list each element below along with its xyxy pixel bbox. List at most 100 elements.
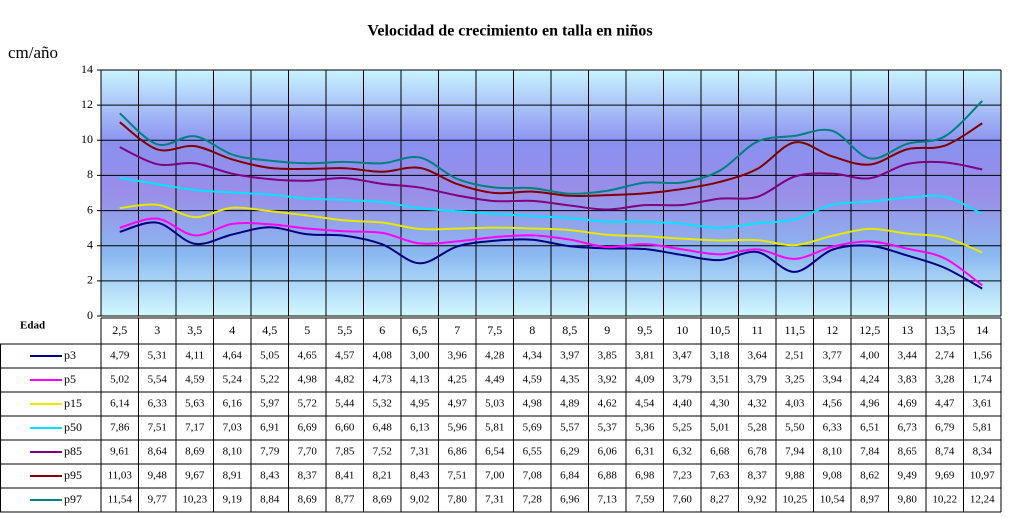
x-tick-label: 12 <box>826 323 838 337</box>
data-label: 4,57 <box>335 350 355 362</box>
data-label: 8,62 <box>860 470 879 482</box>
data-label: 1,56 <box>973 350 993 362</box>
data-label: 6,78 <box>748 446 768 458</box>
data-label: 5,31 <box>148 350 167 362</box>
data-label: 7,84 <box>860 446 880 458</box>
data-label: 3,00 <box>410 350 430 362</box>
data-label: 10,22 <box>932 494 957 506</box>
data-label: 4,79 <box>110 350 130 362</box>
data-label: 8,10 <box>823 446 843 458</box>
data-label: 9,02 <box>410 494 429 506</box>
data-label: 6,55 <box>523 446 543 458</box>
series-line <box>119 221 983 290</box>
data-label: 7,63 <box>710 470 730 482</box>
series-line <box>119 121 983 198</box>
data-label: 8,37 <box>748 470 768 482</box>
data-label: 10,25 <box>782 494 807 506</box>
data-label: 6,69 <box>298 422 318 434</box>
data-label: 9,92 <box>748 494 767 506</box>
chart-title: Velocidad de crecimiento en talla en niñ… <box>367 23 652 40</box>
legend-label: p15 <box>64 396 82 410</box>
data-label: 7,28 <box>523 494 543 506</box>
data-label: 8,91 <box>223 470 242 482</box>
data-label: 4,95 <box>410 398 430 410</box>
data-label: 5,32 <box>373 398 392 410</box>
data-label: 7,59 <box>635 494 655 506</box>
x-tick-label: 3 <box>154 323 160 337</box>
y-tick-label: 12 <box>81 97 93 111</box>
data-label: 4,25 <box>448 374 468 386</box>
data-label: 3,83 <box>898 374 918 386</box>
data-label: 6,60 <box>335 422 355 434</box>
data-label: 7,52 <box>373 446 392 458</box>
data-label: 4,03 <box>785 398 805 410</box>
data-label: 6,96 <box>560 494 580 506</box>
data-label: 6,29 <box>560 446 580 458</box>
y-tick-label: 14 <box>81 62 93 76</box>
data-label: 6,91 <box>260 422 279 434</box>
data-label: 5,69 <box>523 422 543 434</box>
data-label: 3,28 <box>935 374 955 386</box>
data-label: 9,19 <box>223 494 243 506</box>
data-label: 9,49 <box>898 470 918 482</box>
data-label: 8,34 <box>973 446 993 458</box>
data-label: 8,21 <box>373 470 392 482</box>
data-label: 3,18 <box>710 350 730 362</box>
x-tick-label: 6,5 <box>412 323 427 337</box>
data-label: 6,31 <box>635 446 654 458</box>
data-label: 9,69 <box>935 470 955 482</box>
data-label: 5,44 <box>335 398 355 410</box>
data-label: 4,13 <box>410 374 430 386</box>
data-label: 7,31 <box>485 494 504 506</box>
data-label: 5,54 <box>148 374 168 386</box>
data-label: 7,80 <box>448 494 468 506</box>
data-label: 8,65 <box>898 446 918 458</box>
y-tick-label: 0 <box>87 308 93 322</box>
data-label: 7,85 <box>335 446 355 458</box>
data-label: 3,79 <box>673 374 693 386</box>
data-label: 4,82 <box>335 374 354 386</box>
data-label: 6,54 <box>485 446 505 458</box>
data-label: 7,17 <box>185 422 205 434</box>
data-label: 8,69 <box>185 446 205 458</box>
data-label: 5,63 <box>185 398 205 410</box>
data-label: 12,24 <box>970 494 995 506</box>
data-label: 6,33 <box>148 398 168 410</box>
data-label: 4,73 <box>373 374 393 386</box>
x-tick-label: 2,5 <box>112 323 127 337</box>
legend-label: p97 <box>64 492 82 506</box>
data-label: 3,94 <box>823 374 843 386</box>
data-label: 11,54 <box>108 494 133 506</box>
data-label: 4,11 <box>185 350 204 362</box>
x-tick-label: 12,5 <box>859 323 880 337</box>
data-label: 4,49 <box>485 374 505 386</box>
data-label: 4,65 <box>298 350 318 362</box>
x-tick-label: 10 <box>676 323 688 337</box>
x-tick-label: 13,5 <box>934 323 955 337</box>
data-label: 5,96 <box>448 422 468 434</box>
data-label: 6,06 <box>598 446 618 458</box>
data-label: 8,84 <box>260 494 280 506</box>
data-label: 7,03 <box>223 422 243 434</box>
data-label: 5,37 <box>598 422 618 434</box>
data-label: 4,24 <box>860 374 880 386</box>
series-line <box>119 146 983 211</box>
data-label: 8,37 <box>298 470 318 482</box>
data-label: 4,28 <box>485 350 505 362</box>
data-label: 5,97 <box>260 398 280 410</box>
data-label: 4,30 <box>710 398 730 410</box>
data-label: 6,33 <box>823 422 843 434</box>
data-label: 7,31 <box>410 446 429 458</box>
data-label: 5,03 <box>485 398 505 410</box>
x-tick-label: 7 <box>454 323 460 337</box>
legend-label: p95 <box>64 468 82 482</box>
y-axis-label: cm/año <box>8 43 58 62</box>
series-line <box>119 100 983 195</box>
data-label: 10,54 <box>820 494 845 506</box>
x-tick-label: 3,5 <box>187 323 202 337</box>
data-label: 3,64 <box>748 350 768 362</box>
data-label: 4,98 <box>298 374 318 386</box>
x-tick-label: 14 <box>976 323 988 337</box>
data-label: 7,60 <box>673 494 693 506</box>
